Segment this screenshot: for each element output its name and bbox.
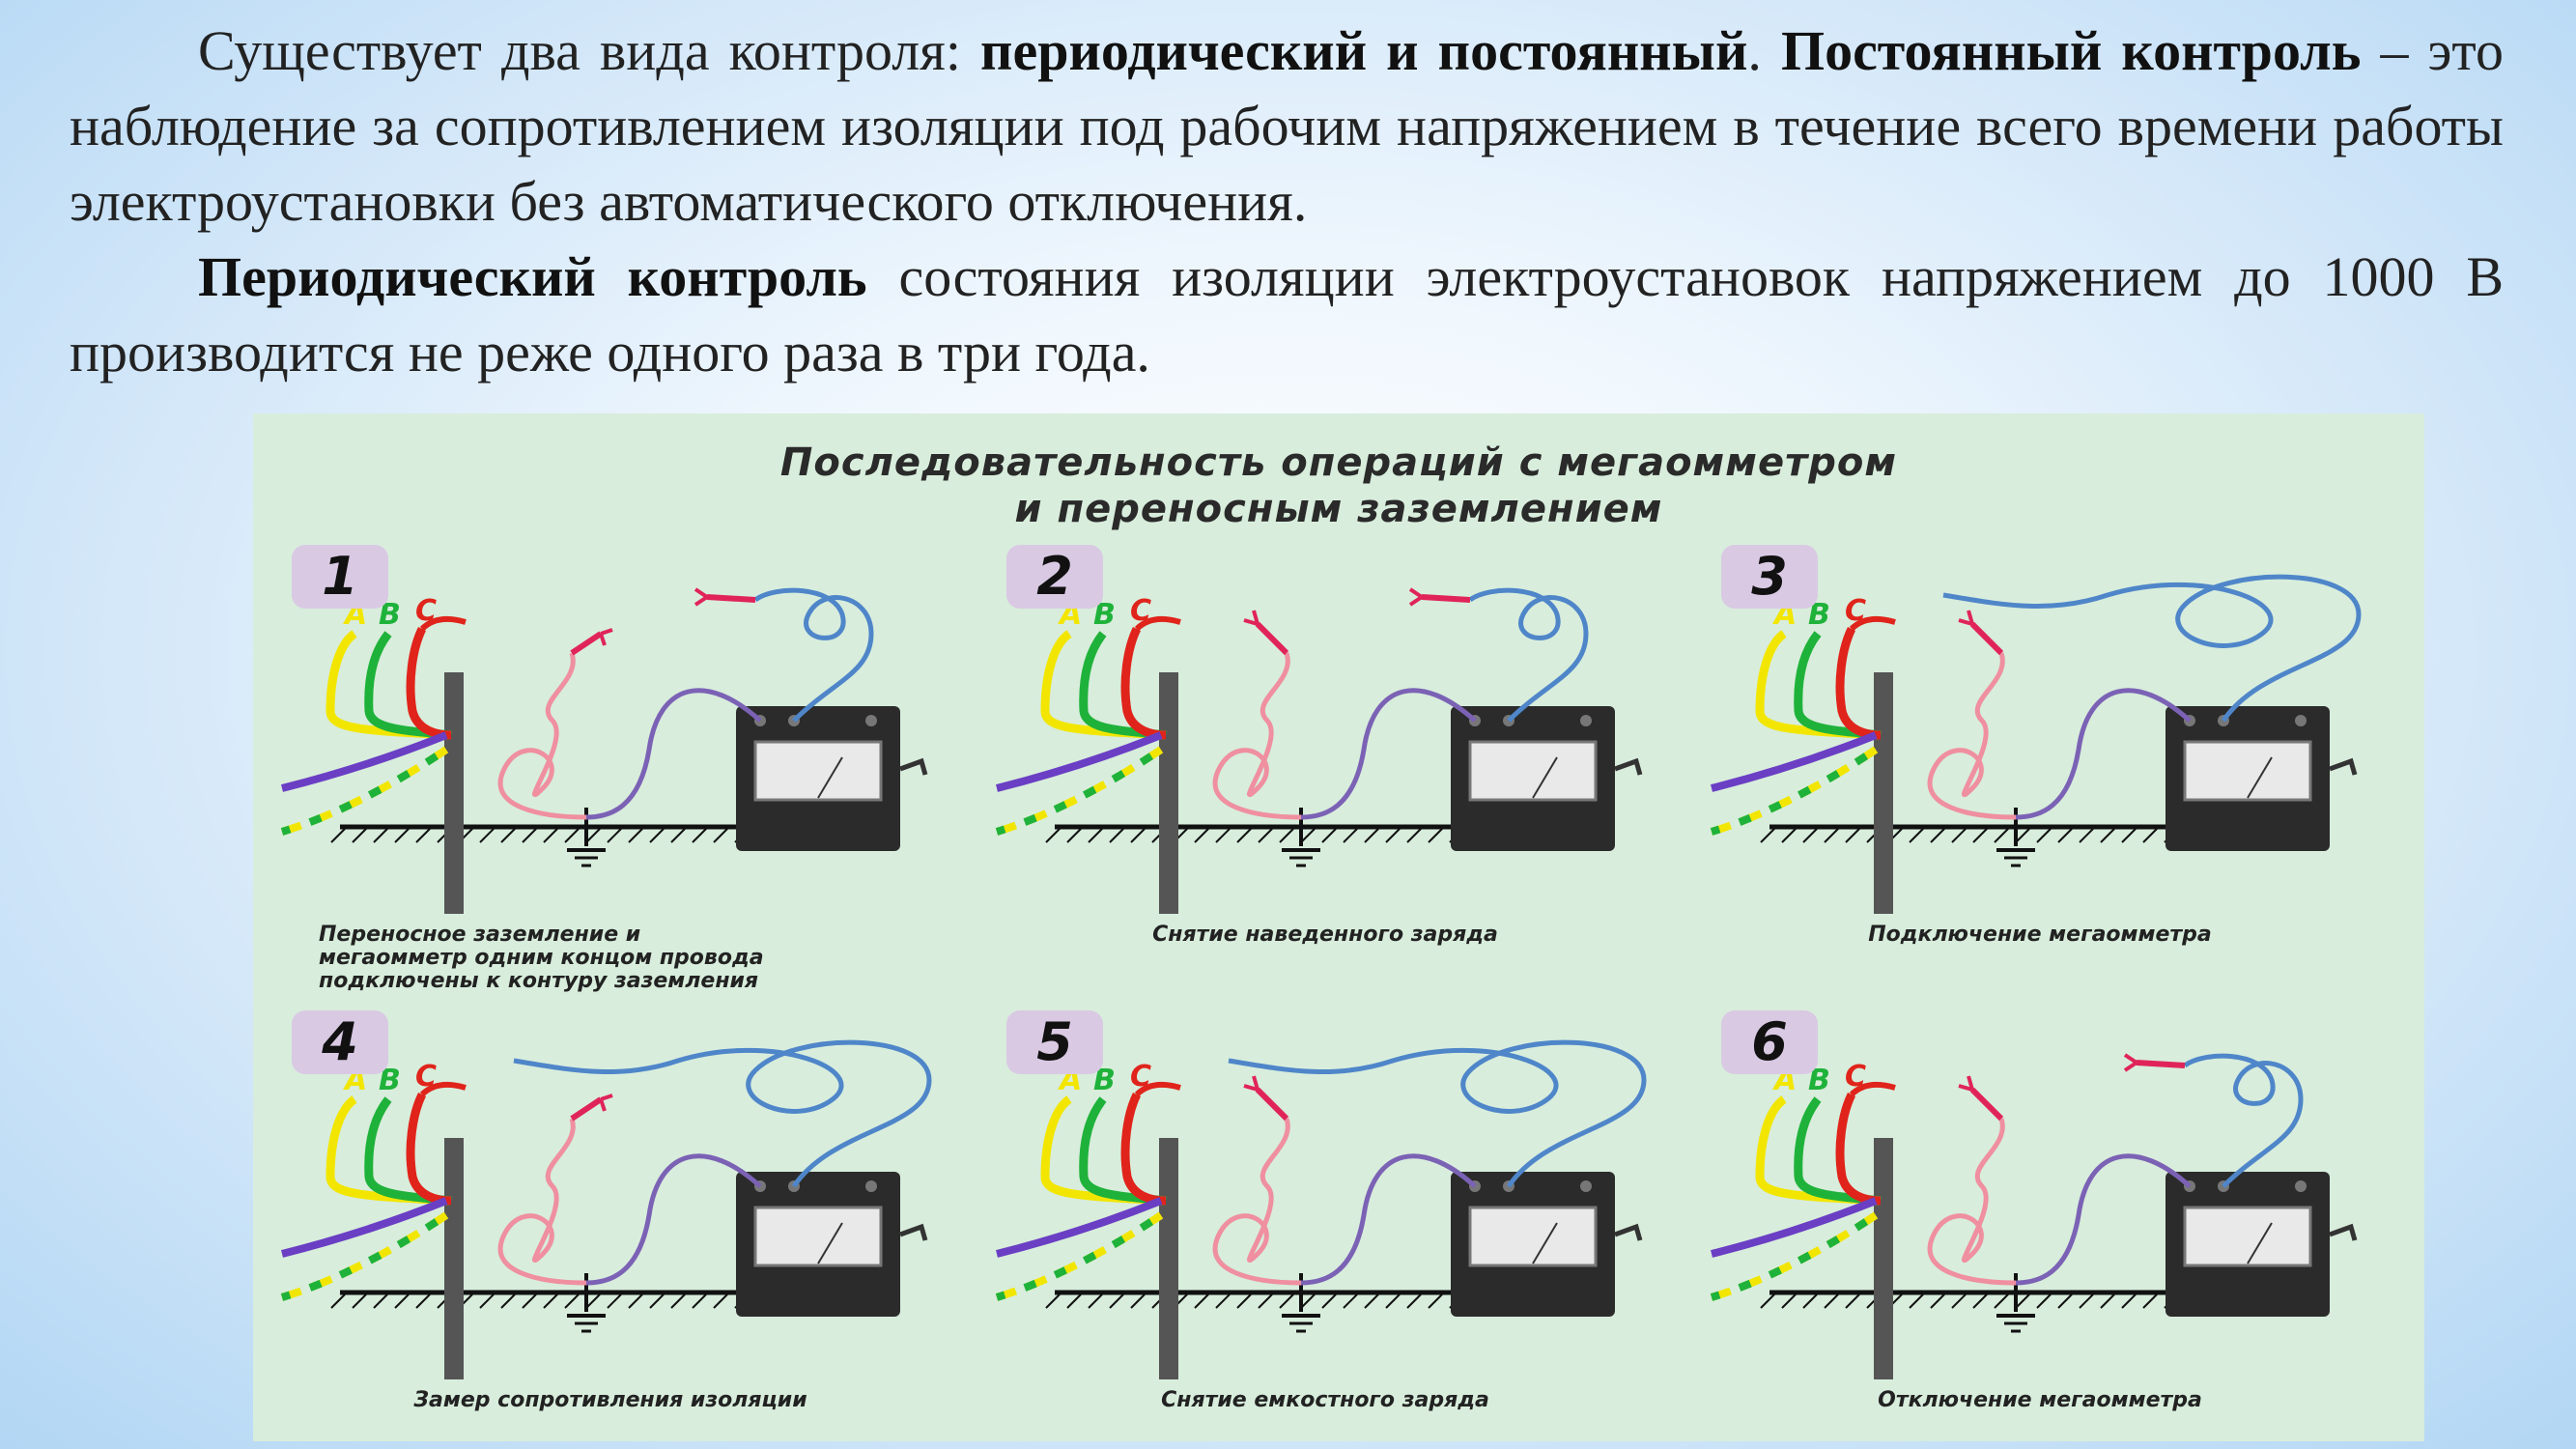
phase-b-label: B <box>1808 1064 1830 1097</box>
panel-step-5: A B C 5 Снятие емкостного заряда <box>968 993 1683 1441</box>
phase-c-label: C <box>415 1060 437 1094</box>
text-run: – это наблюдение за сопротивлением изоля… <box>70 19 2505 233</box>
step-caption: Отключение мегаомметра <box>1878 1388 2202 1412</box>
step-caption: Снятие емкостного заряда <box>1161 1388 1489 1412</box>
phase-b-label: B <box>379 1064 401 1097</box>
phase-b-label: B <box>1093 1064 1116 1097</box>
panel-step-6: A B C 6 Отключение мегаомметра <box>1683 993 2397 1441</box>
figure-title-line2: и переносным заземлением <box>1014 487 1663 531</box>
bold-run: периодический и постоянный <box>980 19 1748 82</box>
text-run: Существует два вида контроля: <box>198 19 981 82</box>
bold-run: Периодический контроль <box>198 245 867 308</box>
paragraph-periodic-control: Периодический контроль состояния изоляци… <box>70 240 2504 390</box>
step-caption: мегаомметр одним концом провода <box>319 946 764 970</box>
phase-c-label: C <box>1130 594 1151 628</box>
step-number-badge: 2 <box>1006 545 1103 609</box>
step-number-badge: 1 <box>292 545 388 609</box>
step-caption: Замер сопротивления изоляции <box>413 1388 807 1412</box>
bold-run: Постоянный контроль <box>1780 19 2362 82</box>
step-caption: Снятие наведенного заряда <box>1152 923 1498 947</box>
megohmmeter <box>736 1172 928 1317</box>
phase-b-label: B <box>379 598 401 632</box>
phase-c-label: C <box>1845 1060 1866 1094</box>
step-caption: подключены к контуру заземления <box>319 969 759 993</box>
text-run: . <box>1747 19 1781 82</box>
step-number-badge: 3 <box>1721 545 1818 609</box>
phase-c-label: C <box>1845 594 1866 628</box>
step-number-badge: 5 <box>1006 1010 1103 1074</box>
step-caption: Переносное заземление и <box>319 923 641 947</box>
text-run: состояния изоляции электроустановок напр… <box>70 245 2505 384</box>
megohmmeter <box>2166 1172 2358 1317</box>
megohmmeter <box>736 706 928 851</box>
step-caption: Подключение мегаомметра <box>1868 923 2212 947</box>
panel-step-4: A B C 4 Замер сопротивления изоляции <box>253 993 968 1441</box>
phase-c-label: C <box>415 594 437 628</box>
phase-b-label: B <box>1093 598 1116 632</box>
megohmmeter <box>1451 1172 1643 1317</box>
megohmmeter-operations-figure: Последовательность операций с мегаомметр… <box>253 413 2424 1441</box>
megohmmeter <box>1451 706 1643 851</box>
body-text: Существует два вида контроля: периодичес… <box>70 14 2504 390</box>
phase-c-label: C <box>1130 1060 1151 1094</box>
figure-title-line1: Последовательность операций с мегаомметр… <box>779 440 1898 485</box>
panel-step-2: A B C 2 Снятие наведенного заряда <box>968 527 1683 981</box>
paragraph-control-types: Существует два вида контроля: периодичес… <box>70 14 2504 240</box>
megohmmeter <box>2166 706 2358 851</box>
panel-step-1: A B C 1 Переносное заземление и мегаомметр од… <box>253 527 968 993</box>
panel-step-3: A B C 3 Подключение мегаомметра <box>1683 527 2397 981</box>
step-number-badge: 4 <box>292 1010 388 1074</box>
phase-b-label: B <box>1808 598 1830 632</box>
step-number-badge: 6 <box>1721 1010 1818 1074</box>
